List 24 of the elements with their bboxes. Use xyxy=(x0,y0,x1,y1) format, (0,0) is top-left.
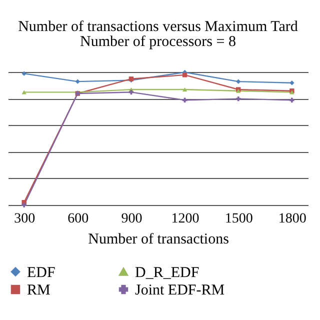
point xyxy=(75,79,80,84)
point xyxy=(290,80,294,86)
x-axis-title: Number of transactions xyxy=(88,232,230,248)
chart-title: Number of transactions versus Maximum Tard xyxy=(18,19,298,35)
x-tick-label: 600 xyxy=(68,212,89,226)
x-tick-label: 1500 xyxy=(224,212,253,226)
x-tick-label: 1800 xyxy=(278,212,306,226)
legend-label: RM xyxy=(27,282,50,298)
point xyxy=(236,79,241,84)
point xyxy=(22,202,26,208)
point xyxy=(22,71,26,76)
chart-subtitle: Number of processors = 8 xyxy=(80,34,236,50)
x-tick-label: 300 xyxy=(14,212,36,226)
point xyxy=(182,98,188,102)
x-tick-label: 1200 xyxy=(171,212,200,226)
point xyxy=(290,98,294,102)
point xyxy=(182,87,188,92)
x-tick-label: 900 xyxy=(121,212,142,226)
point xyxy=(182,72,188,78)
legend-label: D_R_EDF xyxy=(135,264,200,281)
point xyxy=(128,90,134,95)
legend-label: EDF xyxy=(27,264,56,281)
legend-label: Joint EDF-RM xyxy=(135,282,225,298)
point xyxy=(236,96,241,102)
